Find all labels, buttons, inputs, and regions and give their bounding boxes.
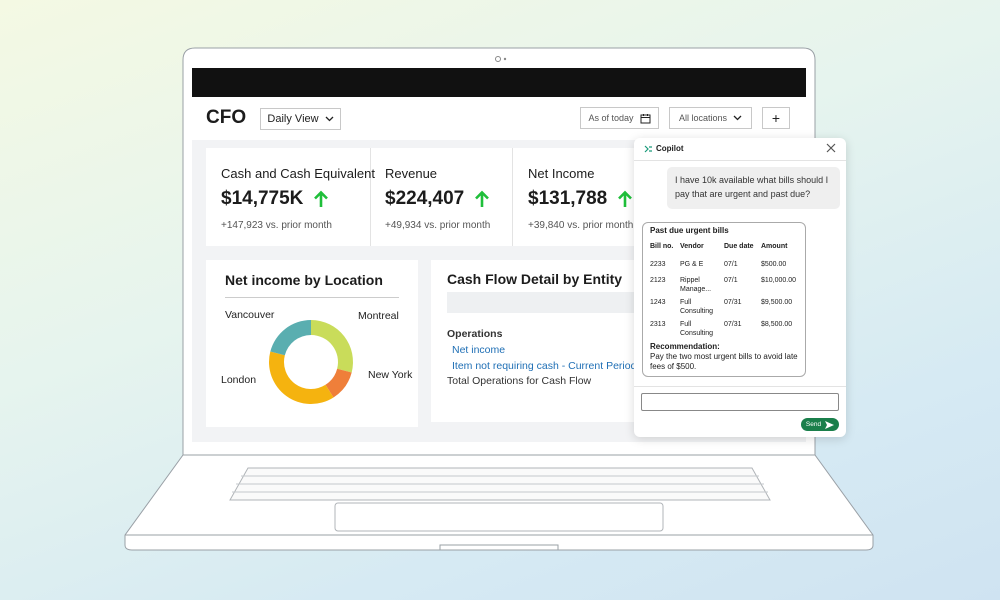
card-title: Past due urgent bills — [650, 226, 729, 235]
table-cell: 2313 — [650, 321, 666, 328]
table-cell: PG & E — [680, 261, 704, 268]
divider — [634, 160, 846, 161]
recommendation: Pay the two most urgent bills to avoid l… — [650, 352, 798, 371]
segment-label: Montreal — [358, 310, 399, 322]
up-arrow — [475, 190, 490, 207]
user-message: I have 10k available what bills should I… — [667, 167, 840, 209]
kpi-value: $224,407 — [385, 188, 465, 209]
location-label: All locations — [678, 113, 728, 123]
table-cell: $10,000.00 — [761, 277, 797, 284]
send-label: Send — [805, 421, 822, 428]
view-select[interactable]: Daily View — [260, 108, 341, 130]
table-cell: Full Consulting — [680, 299, 714, 315]
table-cell: $8,500.00 — [761, 321, 793, 328]
chevron — [325, 116, 334, 122]
app-title: CFO — [206, 107, 247, 128]
table-cell: 07/31 — [724, 299, 742, 306]
donut-chart: Montreal New York London Vancouver — [221, 309, 413, 404]
kpi-label: Revenue — [385, 166, 438, 181]
divider — [512, 148, 513, 246]
segment-label: New York — [368, 369, 413, 381]
chevron — [733, 115, 742, 121]
send-button[interactable]: Send — [801, 418, 839, 431]
donut-segment — [311, 320, 353, 373]
table-cell: 07/1 — [724, 261, 738, 268]
add-button[interactable]: + — [762, 107, 790, 129]
table-cell: 1243 — [650, 299, 666, 306]
donut-segment — [270, 320, 311, 356]
kpi-change: +147,923 vs. prior month — [221, 220, 332, 231]
table-cell: 2123 — [650, 277, 666, 284]
date-button[interactable]: As of today — [580, 107, 659, 129]
view-label: Daily View — [267, 113, 319, 125]
kpi-label: Cash and Cash Equivalent — [221, 166, 375, 181]
total-label: Total Operations for Cash Flow — [447, 375, 592, 387]
filter-bar — [447, 292, 646, 313]
divider — [370, 148, 371, 246]
column-header: Bill no. — [650, 243, 674, 250]
divider — [634, 386, 846, 387]
cash-flow-title: Cash Flow Detail by Entity — [447, 271, 623, 287]
donut-segment — [269, 351, 334, 404]
column-header: Amount — [761, 243, 788, 250]
up-arrow — [618, 190, 633, 207]
copilot-panel: Copilot I have 10k available what bills … — [634, 138, 846, 437]
recommendation-label: Recommendation: — [650, 342, 720, 351]
divider — [225, 297, 399, 298]
kpi-value: $14,775K — [221, 188, 304, 209]
kpi-panel — [206, 148, 646, 246]
chat-input[interactable] — [641, 393, 839, 411]
table-cell: $500.00 — [761, 261, 787, 268]
table-cell: $9,500.00 — [761, 299, 793, 306]
kpi-label: Net Income — [528, 166, 595, 181]
kpi-value: $131,788 — [528, 188, 608, 209]
cash-flow-card: Cash Flow Detail by Entity Operations Ne… — [431, 260, 646, 422]
chart-title: Net income by Location — [225, 272, 383, 288]
calendar-icon — [640, 113, 651, 123]
kpi-change: +39,840 vs. prior month — [528, 220, 634, 231]
close-button[interactable] — [826, 143, 836, 153]
column-header: Vendor — [680, 243, 704, 250]
section-label: Operations — [447, 328, 503, 340]
segment-label: Vancouver — [225, 309, 275, 321]
table-cell: Full Consulting — [680, 321, 714, 337]
bills-card: Past due urgent bills Bill no. Vendor Due … — [642, 222, 806, 377]
segment-label: London — [221, 374, 256, 386]
kpi-change: +49,934 vs. prior month — [385, 220, 491, 231]
table-cell: 2233 — [650, 261, 666, 268]
date-label: As of today — [588, 113, 634, 123]
up-arrow — [314, 190, 329, 207]
line-item[interactable]: Net income — [452, 344, 506, 356]
table-cell: Rippel Manage... — [680, 277, 712, 293]
send-icon — [825, 420, 835, 429]
location-select[interactable]: All locations — [669, 107, 752, 129]
line-item[interactable]: Item not requiring cash - Current Period — [452, 360, 637, 372]
copilot-title: Copilot — [656, 144, 684, 153]
table-cell: 07/1 — [724, 277, 738, 284]
copilot-icon — [644, 145, 652, 153]
column-header: Due date — [724, 243, 754, 250]
donut-segment — [325, 368, 352, 398]
table-cell: 07/31 — [724, 321, 742, 328]
